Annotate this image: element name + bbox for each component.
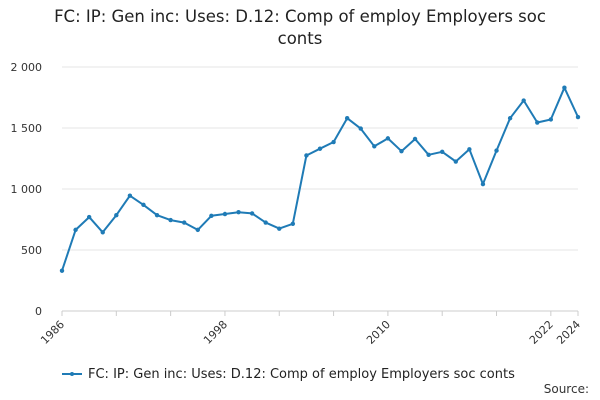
legend-swatch: [62, 369, 82, 379]
data-point[interactable]: [317, 146, 323, 151]
x-tick-label: 2022: [527, 318, 556, 347]
y-tick-label: 1 000: [11, 183, 43, 196]
y-tick-label: 1 500: [11, 122, 43, 135]
data-point[interactable]: [249, 211, 255, 216]
data-point[interactable]: [209, 213, 214, 219]
data-point[interactable]: [127, 193, 133, 198]
data-point[interactable]: [521, 98, 526, 103]
data-point[interactable]: [277, 226, 282, 231]
data-point[interactable]: [168, 217, 173, 223]
data-point[interactable]: [59, 268, 65, 273]
x-tick-label: 2024: [554, 318, 583, 347]
data-point[interactable]: [114, 213, 119, 218]
data-point[interactable]: [480, 181, 486, 187]
x-tick-label: 1986: [38, 318, 67, 347]
data-point[interactable]: [372, 144, 377, 149]
data-point[interactable]: [358, 126, 363, 131]
axes: [61, 310, 579, 316]
data-point[interactable]: [562, 85, 567, 90]
data-point[interactable]: [331, 139, 336, 145]
grid-lines: [62, 66, 578, 251]
data-point[interactable]: [236, 209, 241, 215]
source-label: Source:: [543, 382, 589, 396]
data-point[interactable]: [73, 227, 78, 233]
data-point[interactable]: [548, 117, 554, 122]
data-point[interactable]: [141, 202, 146, 208]
data-point[interactable]: [304, 153, 309, 158]
data-point[interactable]: [494, 148, 499, 153]
legend[interactable]: FC: IP: Gen inc: Uses: D.12: Comp of emp…: [62, 364, 515, 384]
series-layer: [59, 85, 581, 273]
y-tick-label: 500: [21, 244, 42, 257]
data-point[interactable]: [399, 148, 404, 154]
data-point[interactable]: [453, 159, 458, 164]
data-point[interactable]: [440, 149, 445, 154]
data-point[interactable]: [222, 211, 228, 217]
data-point[interactable]: [290, 221, 296, 226]
x-tick-label: 1998: [201, 318, 230, 347]
data-point[interactable]: [385, 136, 391, 141]
legend-label: FC: IP: Gen inc: Uses: D.12: Comp of emp…: [88, 366, 515, 382]
chart-title: FC: IP: Gen inc: Uses: D.12: Comp of emp…: [54, 7, 546, 48]
legend-dot: [70, 372, 74, 376]
data-point[interactable]: [535, 120, 540, 125]
data-point[interactable]: [195, 227, 200, 233]
data-point[interactable]: [344, 116, 350, 121]
data-point[interactable]: [507, 116, 513, 121]
y-tick-label: 2 000: [11, 61, 43, 74]
data-point[interactable]: [575, 114, 581, 120]
data-point[interactable]: [154, 213, 160, 218]
data-point[interactable]: [426, 152, 431, 158]
y-tick-label: 0: [35, 305, 42, 318]
data-point[interactable]: [412, 136, 418, 142]
data-point[interactable]: [263, 220, 268, 225]
data-point[interactable]: [86, 214, 92, 220]
data-point[interactable]: [100, 230, 105, 235]
data-point[interactable]: [182, 220, 187, 225]
series-line: [61, 86, 579, 272]
x-tick-label: 2010: [364, 318, 393, 347]
data-point[interactable]: [467, 147, 472, 152]
